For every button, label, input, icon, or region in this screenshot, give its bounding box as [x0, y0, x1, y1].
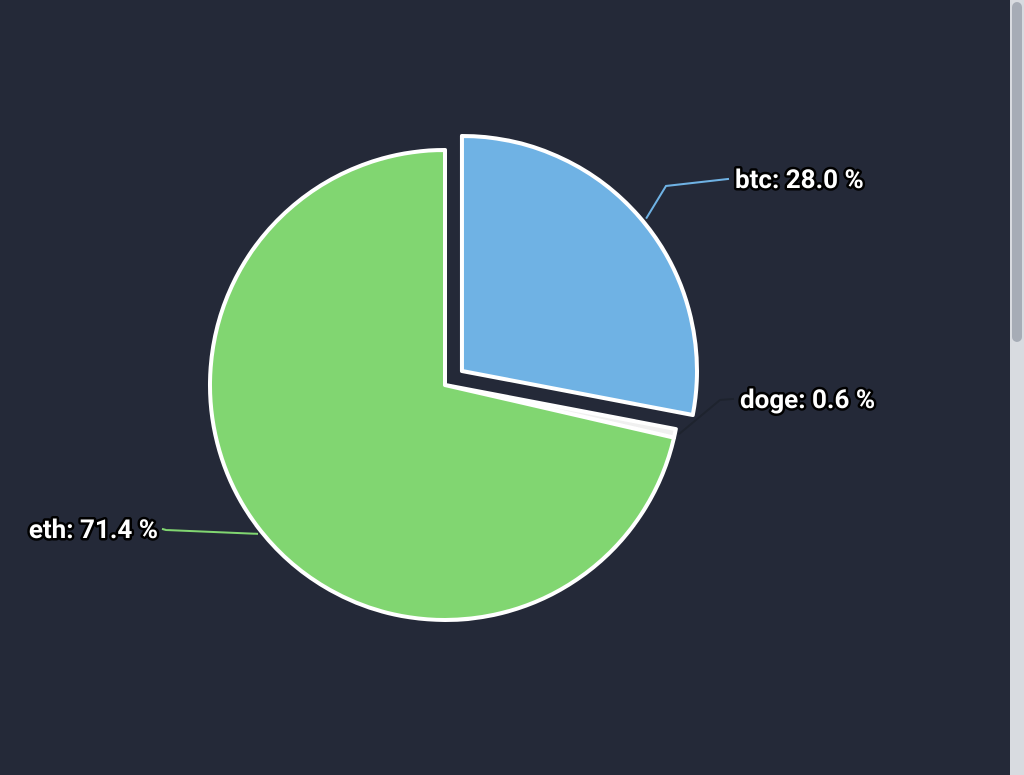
pie-slices: [210, 136, 697, 620]
chart-stage: btc: 28.0 % doge: 0.6 % eth: 71.4 %: [0, 0, 1024, 775]
vertical-scrollbar[interactable]: [1010, 0, 1024, 775]
label-doge: doge: 0.6 %: [740, 385, 875, 415]
pie-chart: btc: 28.0 % doge: 0.6 % eth: 71.4 %: [0, 0, 1024, 775]
leader-eth: [162, 529, 258, 534]
scrollbar-thumb[interactable]: [1012, 2, 1022, 342]
label-btc: btc: 28.0 %: [735, 165, 864, 195]
leader-btc: [646, 179, 729, 219]
label-eth: eth: 71.4 %: [29, 515, 158, 545]
slice-btc: [462, 136, 697, 415]
